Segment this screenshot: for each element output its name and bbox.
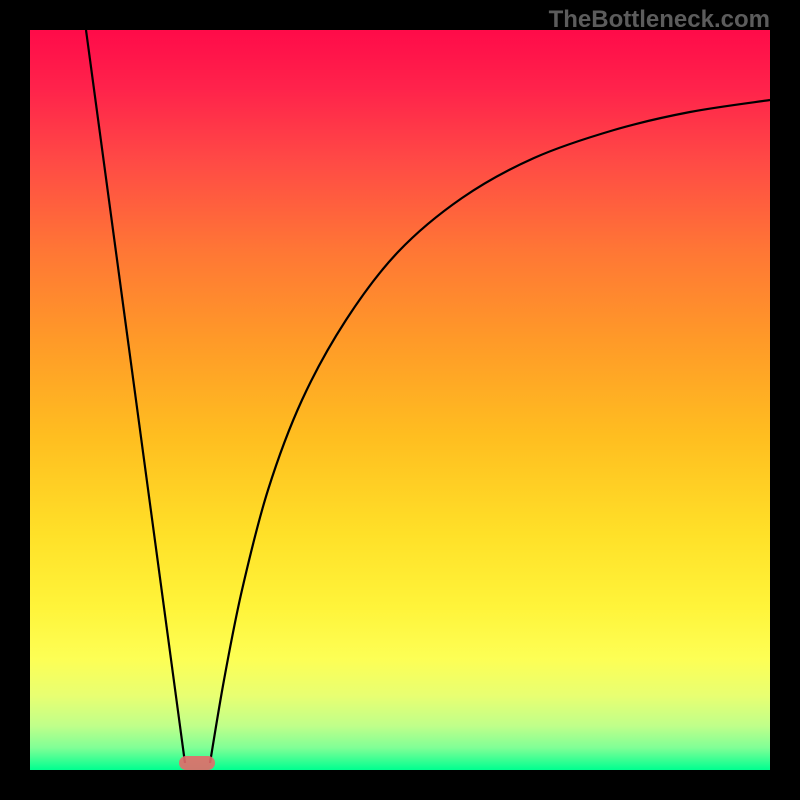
curve-left-segment [86,30,185,763]
chart-svg [30,30,770,770]
plot-area [30,30,770,770]
valley-marker [179,756,215,770]
chart-container: TheBottleneck.com [0,0,800,800]
watermark-text: TheBottleneck.com [549,6,770,34]
curve-right-segment [210,100,770,763]
